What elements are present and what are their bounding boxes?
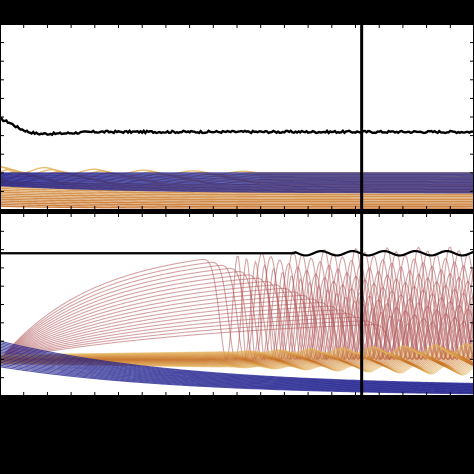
blue-curve	[0, 366, 474, 395]
series-layer	[0, 116, 474, 209]
gold-curve	[0, 194, 474, 199]
blue-curve	[0, 181, 474, 188]
blue-curve	[0, 180, 474, 187]
gold-curve	[0, 202, 474, 206]
red-curve	[0, 273, 474, 361]
blue-curve	[0, 184, 474, 192]
orange-curve	[0, 343, 474, 356]
blue-curve	[0, 346, 474, 387]
blue-curve	[0, 364, 474, 394]
plot-frame	[0, 212, 474, 397]
blue-curve	[0, 348, 474, 388]
reference-trace	[0, 116, 474, 137]
red-curve	[0, 246, 474, 361]
blue-curve	[0, 351, 474, 389]
blue-curve	[0, 177, 474, 183]
blue-curve	[0, 173, 474, 176]
red-curve	[0, 257, 474, 361]
blue-curve	[0, 179, 474, 185]
blue-curve	[0, 177, 474, 182]
blue-curve	[0, 179, 474, 184]
blue-curve	[0, 178, 474, 183]
blue-curve	[0, 352, 474, 389]
gold-curve	[0, 196, 474, 201]
blue-curve	[0, 183, 474, 191]
blue-curve	[0, 175, 474, 178]
blue-curve	[0, 176, 474, 181]
blue-curve	[0, 184, 474, 193]
blue-curve	[0, 343, 474, 386]
blue-curve	[0, 354, 474, 390]
gold-curve	[0, 198, 474, 203]
blue-curve	[0, 361, 474, 393]
red-curve	[0, 253, 474, 361]
blue-curve	[0, 180, 474, 186]
blue-curve	[0, 174, 474, 176]
red-curve	[0, 280, 474, 361]
top-panel	[0, 23, 474, 211]
gold-curve	[0, 193, 474, 198]
red-curve	[0, 261, 474, 361]
blue-curve	[0, 357, 474, 391]
blue-curve	[0, 181, 474, 189]
blue-curve	[0, 175, 474, 179]
bottom-panel	[0, 212, 474, 397]
red-curve	[0, 277, 474, 361]
blue-curve	[0, 349, 474, 388]
blue-curve	[0, 355, 474, 391]
blue-curve	[0, 185, 474, 194]
blue-curve	[0, 342, 474, 385]
blue-curve	[0, 360, 474, 392]
blue-curve	[0, 363, 474, 394]
blue-curve	[0, 174, 474, 177]
reference-trace	[0, 249, 474, 257]
plot-frame	[0, 23, 474, 211]
blue-curve	[0, 358, 474, 392]
gold-curve	[0, 191, 474, 196]
blue-curve	[0, 345, 474, 386]
series-layer	[0, 246, 474, 395]
blue-curve	[0, 340, 474, 384]
gold-curve	[0, 200, 474, 204]
blue-curve	[0, 182, 474, 190]
blue-curve	[0, 183, 474, 191]
red-curve	[0, 264, 474, 361]
blue-curve	[0, 176, 474, 180]
